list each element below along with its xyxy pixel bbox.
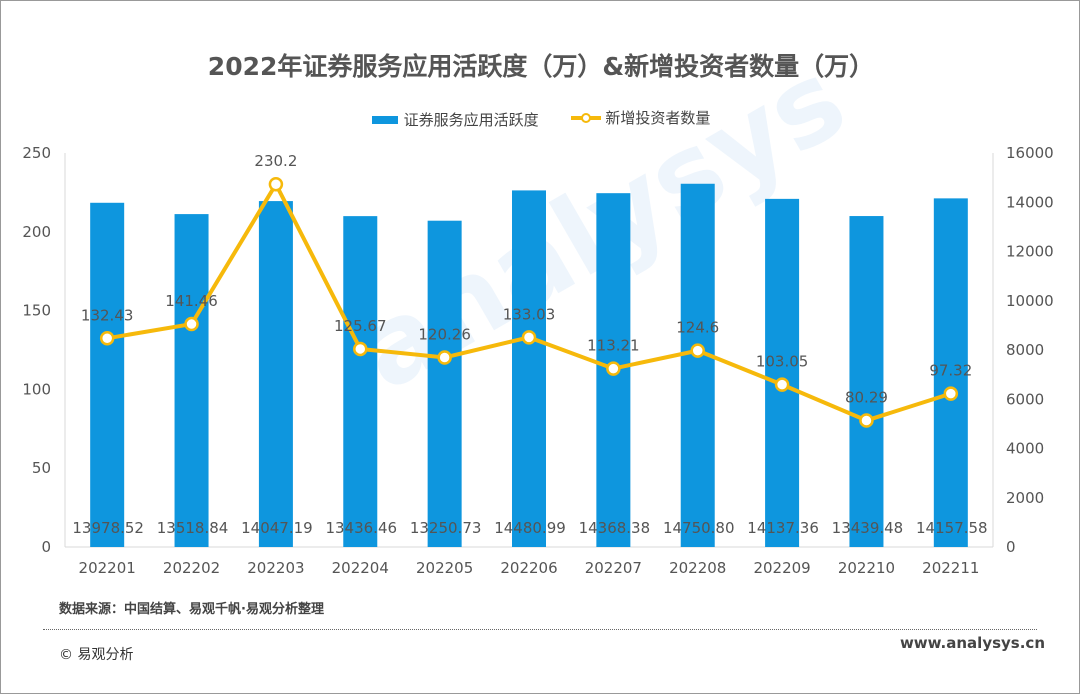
right-tick-label: 10000 xyxy=(1006,292,1054,310)
left-tick-label: 200 xyxy=(22,223,51,241)
bar xyxy=(933,198,968,547)
copyright: © 易观分析 xyxy=(59,647,134,663)
left-tick-label: 250 xyxy=(22,144,51,162)
line-data-label: 80.29 xyxy=(845,388,888,406)
legend-line-swatch xyxy=(571,112,602,123)
bar-data-label: 13436.46 xyxy=(325,519,397,537)
bar xyxy=(680,183,715,548)
bar-data-label: 14750.80 xyxy=(663,519,735,537)
line-data-label: 120.26 xyxy=(418,325,471,343)
bar-data-label: 14137.36 xyxy=(747,519,819,537)
bar-data-label: 13439.48 xyxy=(832,519,904,537)
right-tick-label: 8000 xyxy=(1006,341,1044,359)
line-point xyxy=(774,377,790,392)
bar xyxy=(849,216,884,548)
legend-line-label: 新增投资者数量 xyxy=(605,109,711,127)
x-tick-label: 202202 xyxy=(163,559,220,577)
x-tick-label: 202205 xyxy=(416,559,473,577)
line-data-label: 113.21 xyxy=(587,337,640,355)
line-data-label: 103.05 xyxy=(756,353,809,371)
x-tick-label: 202209 xyxy=(753,559,810,577)
legend-item-line: 新增投资者数量 xyxy=(571,107,710,128)
line-point xyxy=(184,316,199,332)
bar-data-label: 13250.73 xyxy=(410,519,482,537)
legend-item-bar: 证券服务应用活跃度 xyxy=(371,109,539,130)
bar xyxy=(765,198,800,548)
line-data-label: 230.2 xyxy=(254,152,297,170)
x-tick-label: 202208 xyxy=(669,559,726,577)
left-tick-label: 100 xyxy=(22,380,51,398)
bar xyxy=(174,214,209,547)
x-tick-label: 202203 xyxy=(247,559,304,577)
bar xyxy=(90,202,125,548)
x-tick-label: 202204 xyxy=(332,559,389,577)
right-tick-label: 12000 xyxy=(1006,243,1054,261)
right-tick-label: 16000 xyxy=(1006,144,1054,162)
legend: 证券服务应用活跃度 新增投资者数量 xyxy=(1,107,1079,130)
line-data-label: 97.32 xyxy=(929,362,972,380)
bar-data-label: 14480.99 xyxy=(494,519,566,537)
line-point xyxy=(943,386,959,401)
bar-data-label: 13978.52 xyxy=(72,519,144,537)
line-point xyxy=(859,413,874,428)
bar-data-label: 14157.58 xyxy=(916,519,988,537)
bar xyxy=(258,201,293,547)
line-point xyxy=(268,176,284,192)
line-data-label: 133.03 xyxy=(503,305,556,323)
right-tick-label: 14000 xyxy=(1006,193,1054,211)
right-tick-label: 4000 xyxy=(1006,440,1044,458)
left-tick-label: 0 xyxy=(41,538,51,556)
x-tick-label: 202210 xyxy=(838,559,895,577)
website-link[interactable]: www.analysys.cn xyxy=(899,634,1045,652)
bar-data-label: 14368.38 xyxy=(579,519,651,537)
left-tick-label: 50 xyxy=(32,459,51,477)
right-tick-label: 6000 xyxy=(1006,390,1044,408)
x-tick-label: 202201 xyxy=(79,559,136,577)
left-tick-label: 150 xyxy=(22,302,51,320)
line-point xyxy=(521,330,537,345)
line-data-label: 124.6 xyxy=(676,319,719,337)
line-point xyxy=(606,361,621,376)
divider xyxy=(43,629,1037,630)
right-tick-label: 2000 xyxy=(1006,489,1044,507)
line-point xyxy=(353,341,368,357)
data-source: 数据来源：中国结算、易观千帆·易观分析整理 xyxy=(59,602,324,617)
bar-data-label: 13518.84 xyxy=(157,519,229,537)
chart-title: 2022年证券服务应用活跃度（万）&新增投资者数量（万） xyxy=(207,52,875,81)
bar xyxy=(512,190,546,547)
legend-bar-swatch xyxy=(371,115,398,124)
line-data-label: 125.67 xyxy=(334,317,387,335)
x-tick-label: 202211 xyxy=(922,559,979,577)
line-data-label: 132.43 xyxy=(81,306,134,324)
x-tick-label: 202207 xyxy=(585,559,642,577)
right-tick-label: 0 xyxy=(1006,538,1016,556)
line-data-label: 141.46 xyxy=(165,292,218,310)
bar xyxy=(343,216,378,547)
line-point xyxy=(437,350,452,365)
legend-bar-label: 证券服务应用活跃度 xyxy=(403,111,539,129)
x-tick-label: 202206 xyxy=(500,559,557,577)
bar-data-label: 14047.19 xyxy=(241,519,313,537)
line-point xyxy=(690,343,705,358)
bar xyxy=(427,220,462,547)
line-point xyxy=(99,331,115,346)
